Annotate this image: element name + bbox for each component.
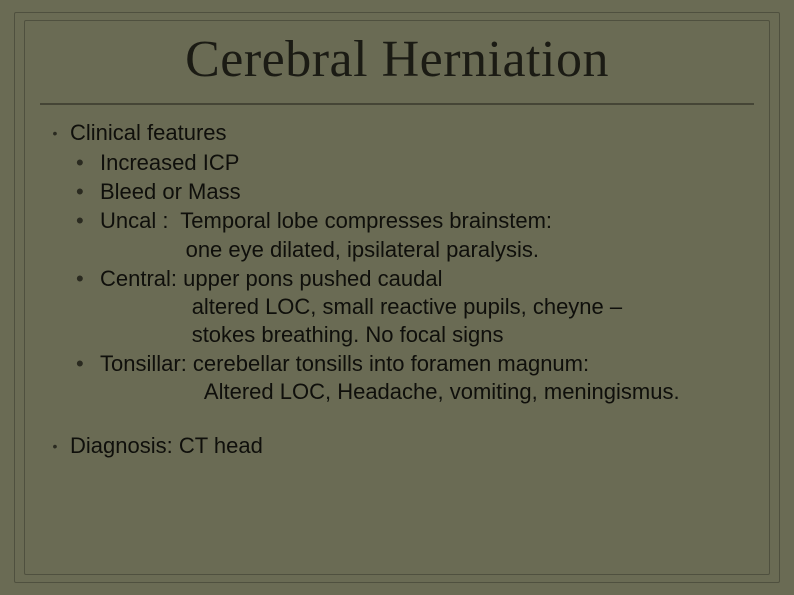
list-item-text: Bleed or Mass [100, 178, 754, 206]
slide-content: Cerebral Herniation • Clinical features … [40, 28, 754, 567]
slide-title: Cerebral Herniation [40, 28, 754, 105]
list-item-text: Central: upper pons pushed caudal altere… [100, 265, 754, 349]
section-heading-text: Diagnosis: CT head [70, 432, 754, 460]
list-item: • Bleed or Mass [40, 178, 754, 206]
section-heading: • Diagnosis: CT head [40, 432, 754, 460]
list-item-text: Increased ICP [100, 149, 754, 177]
bullet-dot-icon: • [76, 178, 100, 206]
section-heading: • Clinical features [40, 119, 754, 147]
list-item: • Uncal : Temporal lobe compresses brain… [40, 207, 754, 263]
list-item: • Tonsillar: cerebellar tonsills into fo… [40, 350, 754, 406]
list-item: • Central: upper pons pushed caudal alte… [40, 265, 754, 349]
section-heading-text: Clinical features [70, 119, 754, 147]
bullet-dot-icon: • [76, 350, 100, 406]
bullet-dot-icon: • [76, 265, 100, 349]
bullet-dot-icon: • [76, 149, 100, 177]
list-item-text: Uncal : Temporal lobe compresses brainst… [100, 207, 754, 263]
list-item-text: Tonsillar: cerebellar tonsills into fora… [100, 350, 754, 406]
slide-body: • Clinical features • Increased ICP • Bl… [40, 119, 754, 460]
list-item: • Increased ICP [40, 149, 754, 177]
spacer [40, 408, 754, 432]
bullet-dot-icon: • [40, 119, 70, 147]
bullet-dot-icon: • [76, 207, 100, 263]
bullet-dot-icon: • [40, 432, 70, 460]
